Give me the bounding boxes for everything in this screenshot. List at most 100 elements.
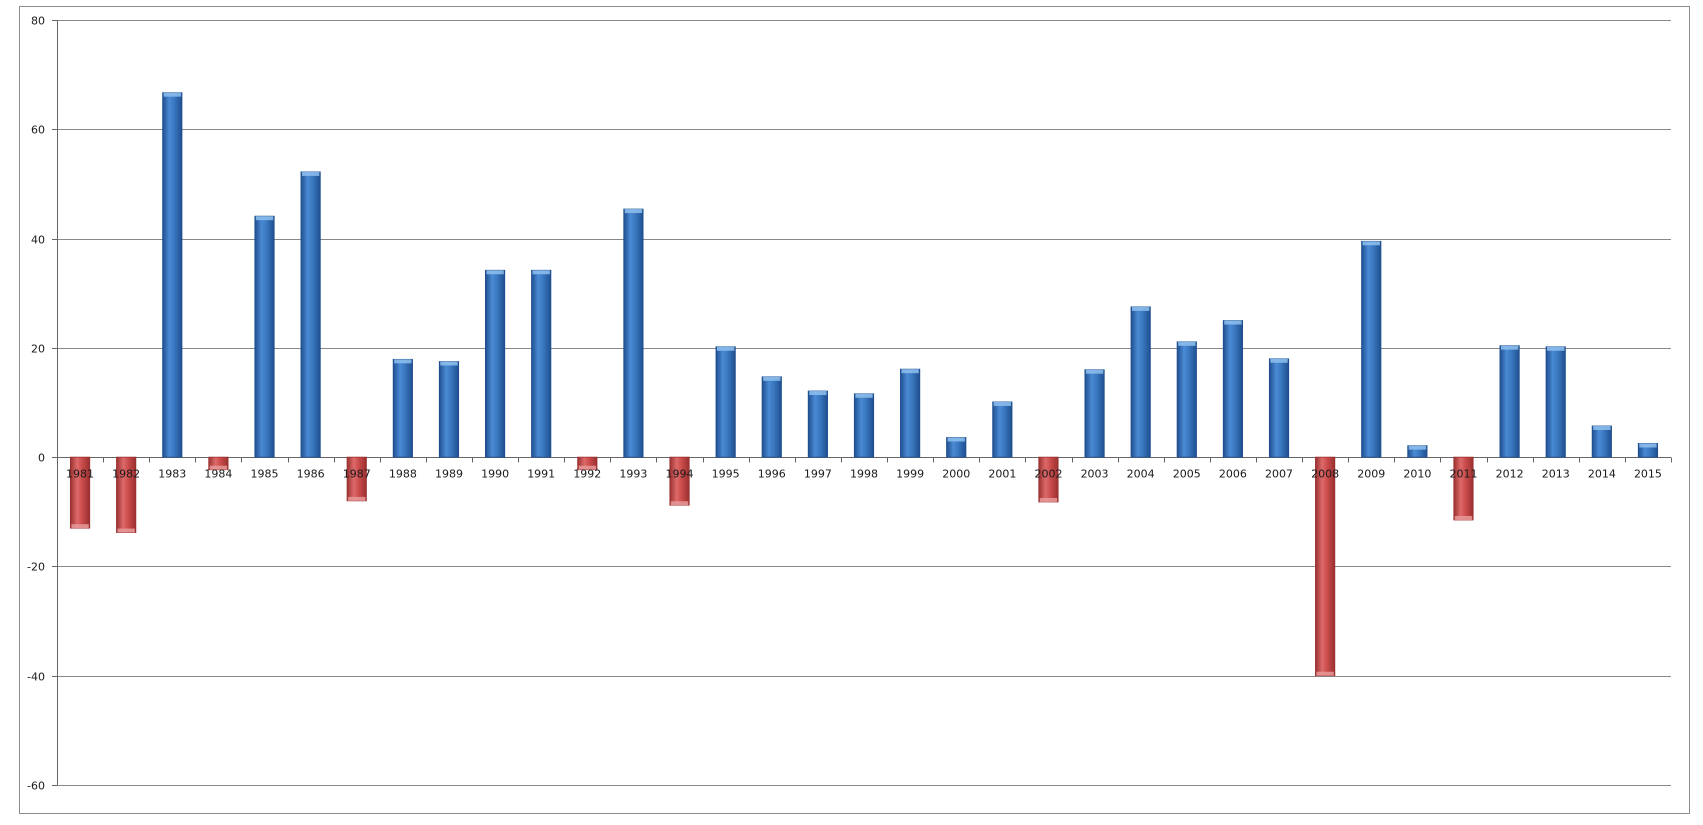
bar	[254, 215, 275, 458]
x-tick-label: 2003	[1081, 468, 1109, 481]
bar	[485, 269, 506, 458]
bar	[1591, 425, 1612, 458]
bar	[761, 376, 782, 458]
bar-bevel	[947, 437, 965, 442]
bar	[438, 361, 460, 458]
bar-bevel	[855, 393, 873, 398]
bar-2012	[1499, 345, 1520, 458]
x-tick-label: 1996	[758, 468, 786, 481]
bar	[300, 171, 321, 458]
bar-1998	[853, 393, 875, 458]
bar	[531, 269, 552, 458]
bar-bevel	[1085, 369, 1104, 374]
bar	[392, 358, 413, 458]
bar-bevel	[348, 496, 366, 501]
y-tick-label: 60	[31, 124, 45, 137]
bar-bevel	[1132, 306, 1150, 311]
bar-bevel	[1362, 241, 1380, 246]
bar	[669, 456, 690, 506]
bars	[69, 92, 1659, 677]
bar-bevel	[716, 346, 735, 351]
bar-bevel	[1639, 443, 1657, 448]
bar-2007	[1268, 358, 1290, 458]
bar-1994	[669, 456, 690, 506]
bar-1992	[577, 456, 598, 471]
y-tick-label: 0	[38, 452, 45, 465]
x-tick-label: 2008	[1311, 468, 1339, 481]
bar-1983	[162, 92, 183, 458]
x-tick-label: 2004	[1127, 468, 1155, 481]
bar-bevel	[117, 528, 135, 533]
bar-1993	[623, 208, 644, 458]
x-tick-label: 2006	[1219, 468, 1247, 481]
bar-1982	[116, 456, 137, 533]
y-tick-label: 40	[31, 234, 45, 247]
bar	[1222, 320, 1243, 458]
bar	[715, 346, 736, 458]
x-tick-label: 2012	[1496, 468, 1524, 481]
x-tick-label: 1981	[66, 468, 94, 481]
bar	[623, 208, 644, 458]
bar	[900, 368, 921, 458]
bar	[162, 92, 183, 458]
bar-2006	[1222, 320, 1243, 458]
bar-1981	[69, 456, 91, 529]
y-tick-label: 80	[31, 15, 45, 28]
bar-1991	[531, 269, 552, 458]
bar	[1545, 346, 1566, 458]
bar-1995	[715, 346, 736, 458]
bar-1985	[254, 215, 275, 458]
x-tick-label: 1982	[112, 468, 140, 481]
bar-2004	[1130, 306, 1151, 458]
y-tick-label: 20	[31, 343, 45, 356]
x-tick-label: 1989	[435, 468, 463, 481]
bar-2013	[1545, 346, 1566, 458]
bar-bevel	[1500, 345, 1519, 350]
x-tick-label: 1994	[666, 468, 694, 481]
x-tick-label: 1998	[850, 468, 878, 481]
bar-2011	[1453, 456, 1474, 521]
bar	[1084, 369, 1105, 458]
x-tick-label: 1990	[481, 468, 509, 481]
x-tick-label: 2007	[1265, 468, 1293, 481]
bar-1984	[208, 456, 229, 471]
x-tick-labels: 1981 1982 1983 1984 1985 1986 1987 1988 1989 1990…	[66, 468, 1662, 481]
bar-bevel	[1178, 341, 1196, 346]
x-tick-label: 2010	[1403, 468, 1431, 481]
bar-2014	[1591, 425, 1612, 458]
bar-2010	[1407, 445, 1428, 458]
x-tick-label: 1993	[619, 468, 647, 481]
bar-bevel	[440, 361, 458, 366]
bar-2001	[992, 401, 1013, 458]
bar-bevel	[901, 369, 919, 374]
bar-bevel	[255, 216, 274, 221]
bar-1988	[392, 358, 413, 458]
bar	[1130, 306, 1151, 458]
bar	[1499, 345, 1520, 458]
x-tick-label: 2009	[1357, 468, 1385, 481]
x-tick-label: 1984	[204, 468, 232, 481]
bar-bevel	[486, 270, 504, 275]
bar-bevel	[809, 391, 827, 396]
x-tick-label: 1997	[804, 468, 832, 481]
bar-bevel	[394, 359, 412, 364]
bar-bevel	[1593, 425, 1611, 430]
bar	[1176, 341, 1197, 458]
bar-2015	[1637, 443, 1659, 458]
bar-1999	[900, 368, 921, 458]
x-tick-label: 1983	[158, 468, 186, 481]
x-tick-label: 2005	[1173, 468, 1201, 481]
bar-2008	[1315, 456, 1336, 677]
y-tick-label: -20	[27, 561, 45, 574]
bar	[853, 393, 875, 458]
bar-2002	[1038, 456, 1059, 503]
bar-bevel	[1270, 358, 1288, 363]
x-tick-label: 2015	[1634, 468, 1662, 481]
x-tick-label: 2002	[1034, 468, 1062, 481]
x-tick-label: 1999	[896, 468, 924, 481]
y-tick-label: -60	[27, 780, 45, 793]
x-tick-label: 1987	[343, 468, 371, 481]
x-tick-label: 1986	[297, 468, 325, 481]
bar-bevel	[1454, 515, 1473, 520]
x-tick-label: 1988	[389, 468, 417, 481]
